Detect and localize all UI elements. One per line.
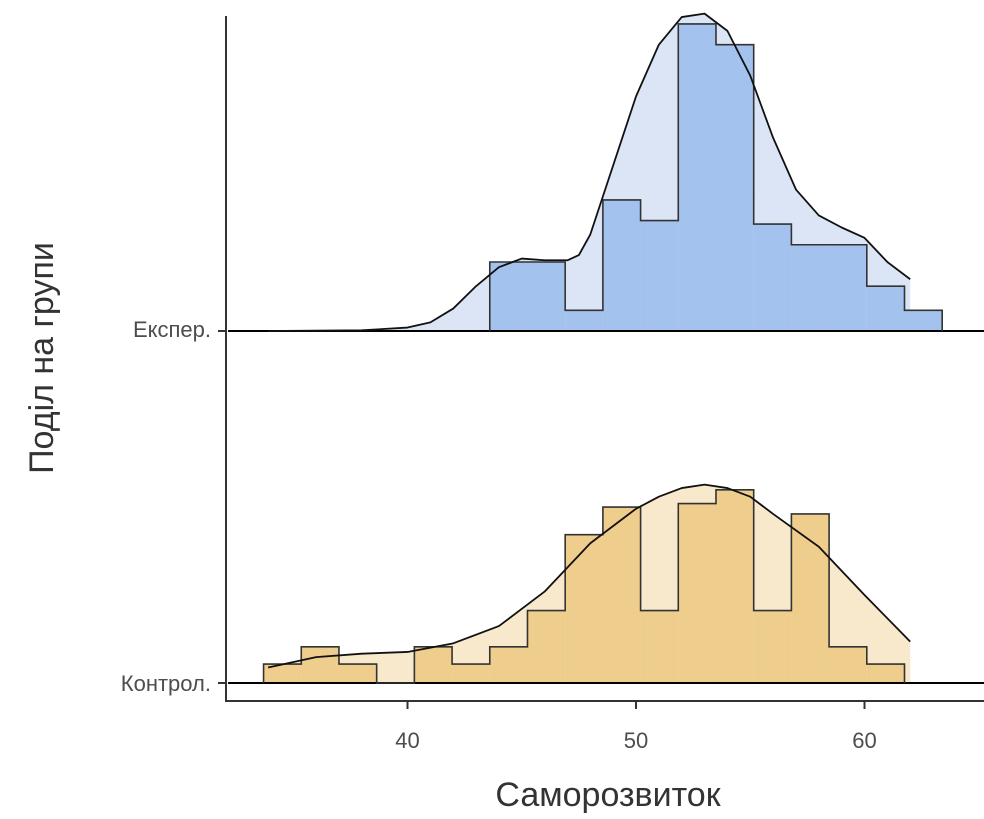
histogram-bar-expert — [602, 199, 641, 331]
histogram-bar-control — [565, 534, 603, 683]
group-expert-plot — [228, 12, 984, 332]
histogram-bar-expert — [489, 262, 528, 331]
density-curve-expert — [268, 12, 911, 332]
x-tick-label: 50 — [624, 728, 648, 753]
histogram-outline-expert — [488, 23, 944, 331]
y-tick-label-expert: Експер. — [133, 317, 211, 342]
x-axis-title: Саморозвиток — [495, 776, 721, 814]
histogram-bar-control — [602, 507, 641, 683]
histogram-bar-control — [452, 664, 490, 683]
histogram-bar-expert — [791, 244, 830, 331]
histogram-bar-expert — [829, 244, 867, 331]
histogram-bar-control — [414, 646, 453, 683]
histogram-bar-expert — [565, 310, 603, 331]
histogram-bar-control — [338, 664, 377, 683]
histogram-bar-expert — [866, 286, 905, 331]
histogram-bar-control — [753, 610, 792, 683]
histogram-bar-control — [263, 664, 302, 683]
group-control-plot — [228, 483, 984, 684]
histogram-bar-expert — [678, 23, 716, 331]
histogram-bar-control — [301, 646, 339, 683]
x-tick-label: 40 — [395, 728, 419, 753]
x-ticks: 40 50 60 — [395, 701, 877, 753]
density-curve-control — [267, 483, 911, 669]
x-tick-label: 60 — [852, 728, 876, 753]
histogram-bar-control — [866, 664, 905, 683]
histogram-bar-control — [791, 513, 830, 683]
y-tick-label-control: Контрол. — [121, 671, 211, 696]
histogram-bar-control — [640, 610, 679, 683]
histogram-bar-control — [678, 503, 716, 683]
histogram-bar-expert — [527, 262, 566, 331]
histogram-bar-expert — [904, 310, 943, 331]
histogram-bar-control — [527, 610, 566, 683]
histogram-bar-expert — [640, 220, 679, 331]
histogram-bar-expert — [753, 224, 792, 331]
y-axis-title: Поділ на групи — [23, 242, 61, 474]
histogram-outline-control — [262, 489, 906, 684]
histogram-bar-control — [715, 489, 754, 683]
histogram-bar-control — [829, 646, 867, 683]
histogram-bar-control — [489, 646, 528, 683]
histogram-bar-expert — [715, 44, 754, 332]
